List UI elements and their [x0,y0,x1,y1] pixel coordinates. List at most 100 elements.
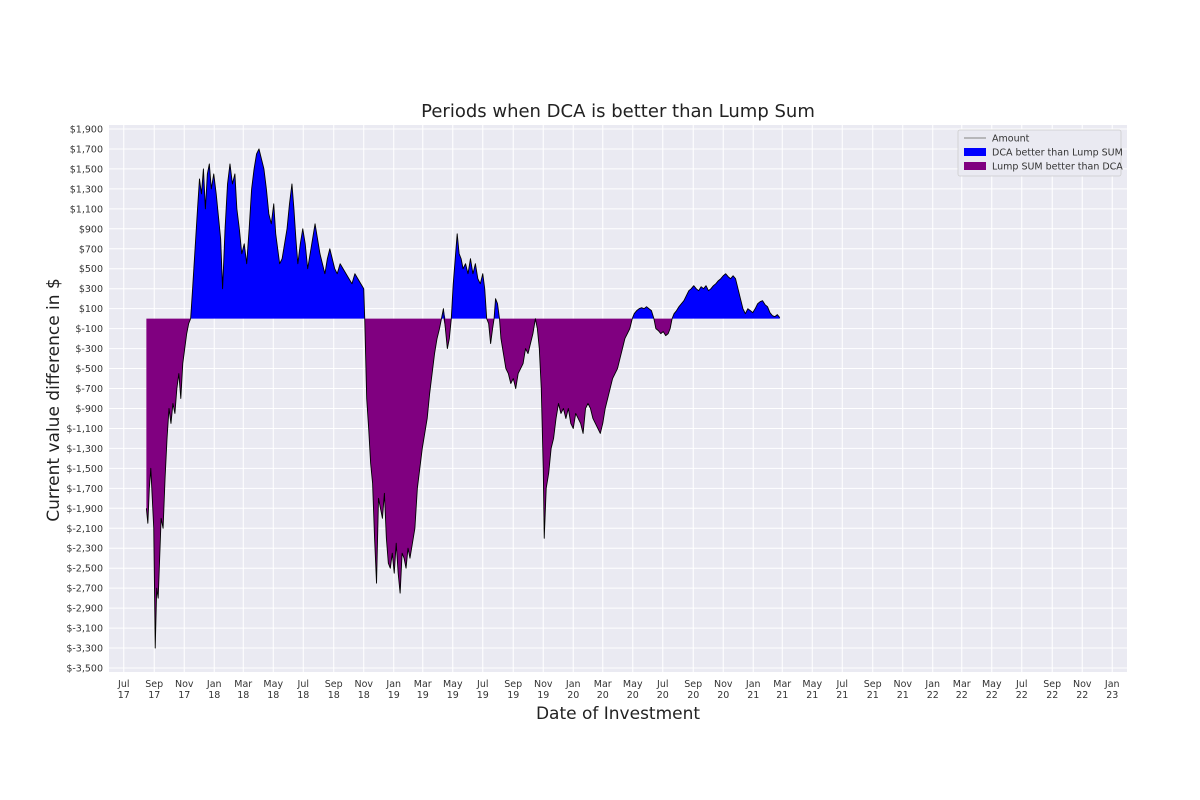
x-tick-month: Jan [565,679,581,690]
y-tick-label: $900 [79,224,103,235]
x-tick-month: Jan [1104,679,1120,690]
y-tick-label: $1,300 [70,184,103,195]
x-tick-year: 22 [1046,690,1058,701]
x-tick-month: Mar [594,679,612,690]
x-tick-year: 20 [717,690,729,701]
x-tick-year: 21 [806,690,818,701]
y-tick-label: $-2,300 [66,544,103,555]
x-tick-year: 18 [237,690,249,701]
y-tick-label: $-1,300 [66,444,103,455]
y-tick-label: $700 [79,244,103,255]
y-axis-label: Current value difference in $ [44,278,64,522]
x-tick-year: 21 [897,690,909,701]
x-tick-year: 19 [417,690,429,701]
y-tick-labels: $1,900 $1,700 $1,500 $1,300 $1,100 $900 $700 $5… [66,124,103,674]
y-tick-label: $100 [79,304,103,315]
x-tick-labels: Jul17Sep17Nov17Jan18Mar18May18Jul18Sep18… [117,679,1120,701]
legend-label: Amount [992,134,1030,145]
x-tick-month: Jul [1015,679,1027,690]
y-tick-label: $-1,900 [66,504,103,515]
plot-background [109,125,1127,672]
legend: Amount DCA better than Lump SUM Lump SUM b… [957,129,1123,177]
x-tick-month: Nov [893,679,912,690]
x-tick-month: Sep [1043,679,1061,690]
legend-swatch-patch [964,148,986,156]
x-tick-year: 22 [1016,690,1028,701]
x-tick-month: Sep [864,679,882,690]
x-tick-year: 19 [477,690,489,701]
area-dca-better [146,148,780,319]
legend-swatch-patch [964,162,986,170]
x-tick-month: Sep [325,679,343,690]
x-tick-year: 21 [836,690,848,701]
x-tick-month: Jul [656,679,668,690]
legend-label: Lump SUM better than DCA [992,162,1123,173]
x-tick-year: 18 [358,690,370,701]
y-tick-label: $-700 [75,384,103,395]
y-tick-label: $-100 [75,324,103,335]
x-tick-month: Sep [684,679,702,690]
y-tick-label: $-2,100 [66,524,103,535]
x-tick-year: 19 [388,690,400,701]
y-tick-label: $-2,700 [66,584,103,595]
y-tick-label: $-1,700 [66,484,103,495]
x-tick-year: 22 [986,690,998,701]
x-tick-month: Mar [953,679,971,690]
y-tick-label: $-3,500 [66,664,103,675]
y-tick-label: $-500 [75,364,103,375]
x-tick-year: 17 [118,690,130,701]
x-tick-year: 21 [747,690,759,701]
x-tick-month: Nov [175,679,194,690]
x-tick-year: 17 [178,690,190,701]
x-tick-year: 19 [447,690,459,701]
chart-title: Periods when DCA is better than Lump Sum [421,101,815,122]
x-tick-month: Jan [924,679,940,690]
x-tick-month: May [623,679,643,690]
x-tick-year: 22 [1076,690,1088,701]
x-tick-month: Jul [297,679,309,690]
x-tick-year: 21 [776,690,788,701]
x-tick-year: 21 [867,690,879,701]
legend-label: DCA better than Lump SUM [992,148,1123,159]
x-tick-year: 18 [267,690,279,701]
x-tick-year: 20 [567,690,579,701]
y-tick-label: $-2,900 [66,604,103,615]
x-tick-month: Jul [476,679,488,690]
y-tick-label: $500 [79,264,103,275]
x-tick-year: 22 [927,690,939,701]
x-tick-month: Jan [745,679,761,690]
y-tick-label: $-900 [75,404,103,415]
y-tick-label: $-3,100 [66,624,103,635]
x-tick-month: May [263,679,283,690]
y-tick-label: $-3,300 [66,644,103,655]
x-tick-year: 20 [597,690,609,701]
x-tick-month: Mar [234,679,252,690]
series-line-path [145,148,781,649]
y-tick-label: $1,100 [70,204,103,215]
x-tick-year: 18 [208,690,220,701]
legend-frame [957,129,1122,177]
x-tick-month: May [982,679,1002,690]
x-tick-month: Nov [1073,679,1092,690]
x-tick-year: 19 [507,690,519,701]
y-tick-label: $1,500 [70,164,103,175]
x-tick-month: Nov [534,679,553,690]
y-tick-label: $1,700 [70,144,103,155]
x-tick-month: Jan [385,679,401,690]
x-tick-month: Nov [714,679,733,690]
x-tick-year: 20 [657,690,669,701]
x-tick-month: Mar [773,679,791,690]
x-tick-month: May [443,679,463,690]
x-tick-year: 18 [328,690,340,701]
x-tick-year: 22 [956,690,968,701]
x-tick-year: 20 [627,690,639,701]
x-axis-label: Date of Investment [536,704,700,724]
x-tick-year: 19 [537,690,549,701]
series-line-amount [145,148,781,649]
x-tick-month: May [802,679,822,690]
x-tick-year: 23 [1106,690,1118,701]
y-tick-label: $-300 [75,344,103,355]
x-tick-month: Jul [836,679,848,690]
y-tick-label: $-1,500 [66,464,103,475]
